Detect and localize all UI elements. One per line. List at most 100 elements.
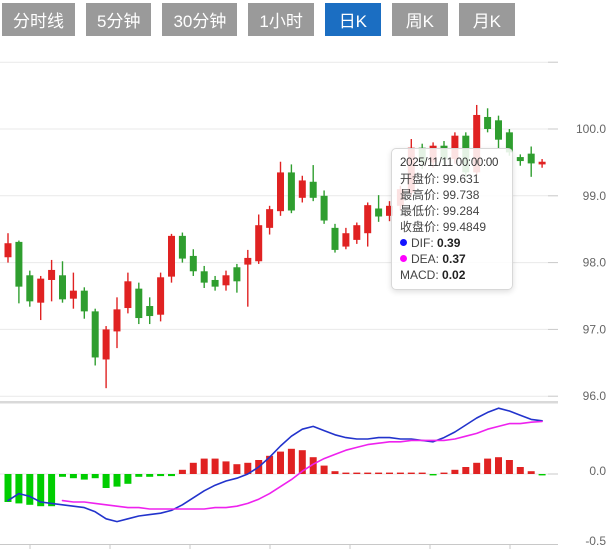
- candle-body: [102, 329, 110, 360]
- macd-bar: [527, 471, 535, 474]
- candle-body: [69, 290, 77, 299]
- candle-body: [233, 267, 241, 282]
- high-label: 最高价:: [400, 188, 440, 202]
- tooltip-close-row: 收盘价: 99.4849: [400, 219, 504, 235]
- macd-bar: [364, 472, 372, 474]
- macd-bar: [375, 472, 383, 474]
- tab-日K[interactable]: 日K: [324, 3, 381, 36]
- candle-body: [211, 279, 219, 287]
- tooltip-datetime: 2025/11/11 00:00:00: [400, 157, 499, 169]
- candle-body: [255, 225, 263, 262]
- macd-bar: [80, 474, 88, 480]
- tab-1小时[interactable]: 1小时: [248, 3, 314, 36]
- high-value: 99.738: [442, 188, 480, 202]
- candle-body: [386, 205, 393, 216]
- macd-bar: [59, 474, 66, 477]
- macd-bar: [124, 474, 132, 484]
- macd-bar: [462, 467, 470, 474]
- macd-bar: [91, 474, 99, 479]
- candle-body: [168, 235, 175, 277]
- macd-bar: [320, 465, 328, 474]
- macd-bar: [342, 472, 350, 474]
- tab-月K[interactable]: 月K: [458, 3, 515, 36]
- candle-body: [320, 195, 328, 221]
- macd-bar: [484, 458, 492, 474]
- macd-bar: [440, 472, 448, 474]
- macd-bar: [309, 457, 317, 474]
- candle-body: [287, 172, 295, 211]
- macd-bar: [15, 474, 23, 504]
- price-axis-label: 100.0: [576, 122, 606, 136]
- candle-body: [342, 233, 350, 247]
- chart-tooltip: 2025/11/11 00:00:00 开盘价: 99.631 最高价: 99.…: [391, 148, 513, 290]
- macd-bar: [200, 458, 208, 474]
- macd-bar: [244, 462, 252, 474]
- candle-body: [473, 114, 481, 173]
- candle-body: [353, 225, 361, 240]
- macd-bar: [157, 474, 165, 477]
- macd-bar: [4, 474, 12, 502]
- macd-bar: [473, 462, 481, 474]
- candle-body: [375, 208, 383, 217]
- close-label: 收盘价:: [400, 220, 440, 234]
- candle-body: [331, 227, 339, 250]
- dea-value: 0.37: [442, 252, 466, 266]
- candle-body: [37, 278, 45, 303]
- candle-body: [178, 235, 186, 259]
- macd-bar: [266, 455, 274, 474]
- candle-body: [277, 172, 284, 212]
- candle-body: [538, 161, 546, 165]
- dea-dot-icon: [400, 255, 407, 262]
- low-value: 99.284: [442, 204, 480, 218]
- tab-30分钟[interactable]: 30分钟: [162, 3, 238, 36]
- candle-body: [200, 271, 208, 283]
- candle-body: [189, 255, 197, 272]
- dif-value: 0.39: [437, 236, 461, 250]
- macd-bar: [353, 472, 361, 474]
- open-value: 99.631: [442, 172, 480, 186]
- tab-分时线[interactable]: 分时线: [2, 3, 75, 36]
- macd-bar: [222, 461, 230, 474]
- dif-dot-icon: [400, 239, 407, 246]
- tooltip-macd-row: MACD: 0.02: [400, 267, 504, 283]
- close-value: 99.4849: [442, 220, 487, 234]
- macd-bar: [277, 451, 284, 474]
- toolbar: 分时线 5分钟 30分钟 1小时 日K 周K 月K: [2, 3, 515, 36]
- candle-body: [124, 281, 132, 309]
- macd-bar: [505, 460, 513, 474]
- candle-body: [516, 157, 524, 162]
- dea-line: [61, 420, 543, 510]
- price-axis-label: 96.0: [583, 389, 607, 403]
- macd-bar: [418, 472, 426, 474]
- candle-body: [244, 257, 252, 265]
- candle-body: [59, 275, 66, 300]
- tab-周K[interactable]: 周K: [391, 3, 448, 36]
- dif-label: DIF:: [411, 236, 434, 250]
- axis-labels: 100.0 99.0 98.0 97.0 96.0 0.0 -0.5: [576, 122, 606, 548]
- macd-bar: [495, 457, 502, 474]
- macd-bar: [135, 474, 143, 477]
- candle-body: [146, 306, 154, 317]
- tooltip-open-row: 开盘价: 99.631: [400, 171, 504, 187]
- candle-body: [505, 132, 513, 153]
- tab-5分钟[interactable]: 5分钟: [86, 3, 152, 36]
- macd-bar: [429, 474, 437, 476]
- candle-body: [4, 243, 12, 258]
- macd-axis-label: 0.0: [589, 464, 606, 478]
- dea-label: DEA:: [411, 252, 440, 266]
- candle-body: [309, 181, 317, 198]
- macd-bar: [298, 450, 306, 474]
- candle-body: [484, 116, 492, 129]
- price-axis-label: 99.0: [583, 189, 607, 203]
- candle-body: [364, 205, 372, 234]
- low-label: 最低价:: [400, 204, 440, 218]
- macd-histogram: [4, 448, 546, 507]
- macd-bar: [69, 474, 77, 479]
- macd-bar: [102, 474, 110, 488]
- candle-body: [495, 120, 502, 140]
- macd-bar: [211, 458, 219, 474]
- macd-bar: [37, 474, 45, 507]
- macd-value: 0.02: [442, 268, 466, 282]
- price-chart[interactable]: 100.0 99.0 98.0 97.0 96.0 0.0 -0.5: [0, 55, 611, 551]
